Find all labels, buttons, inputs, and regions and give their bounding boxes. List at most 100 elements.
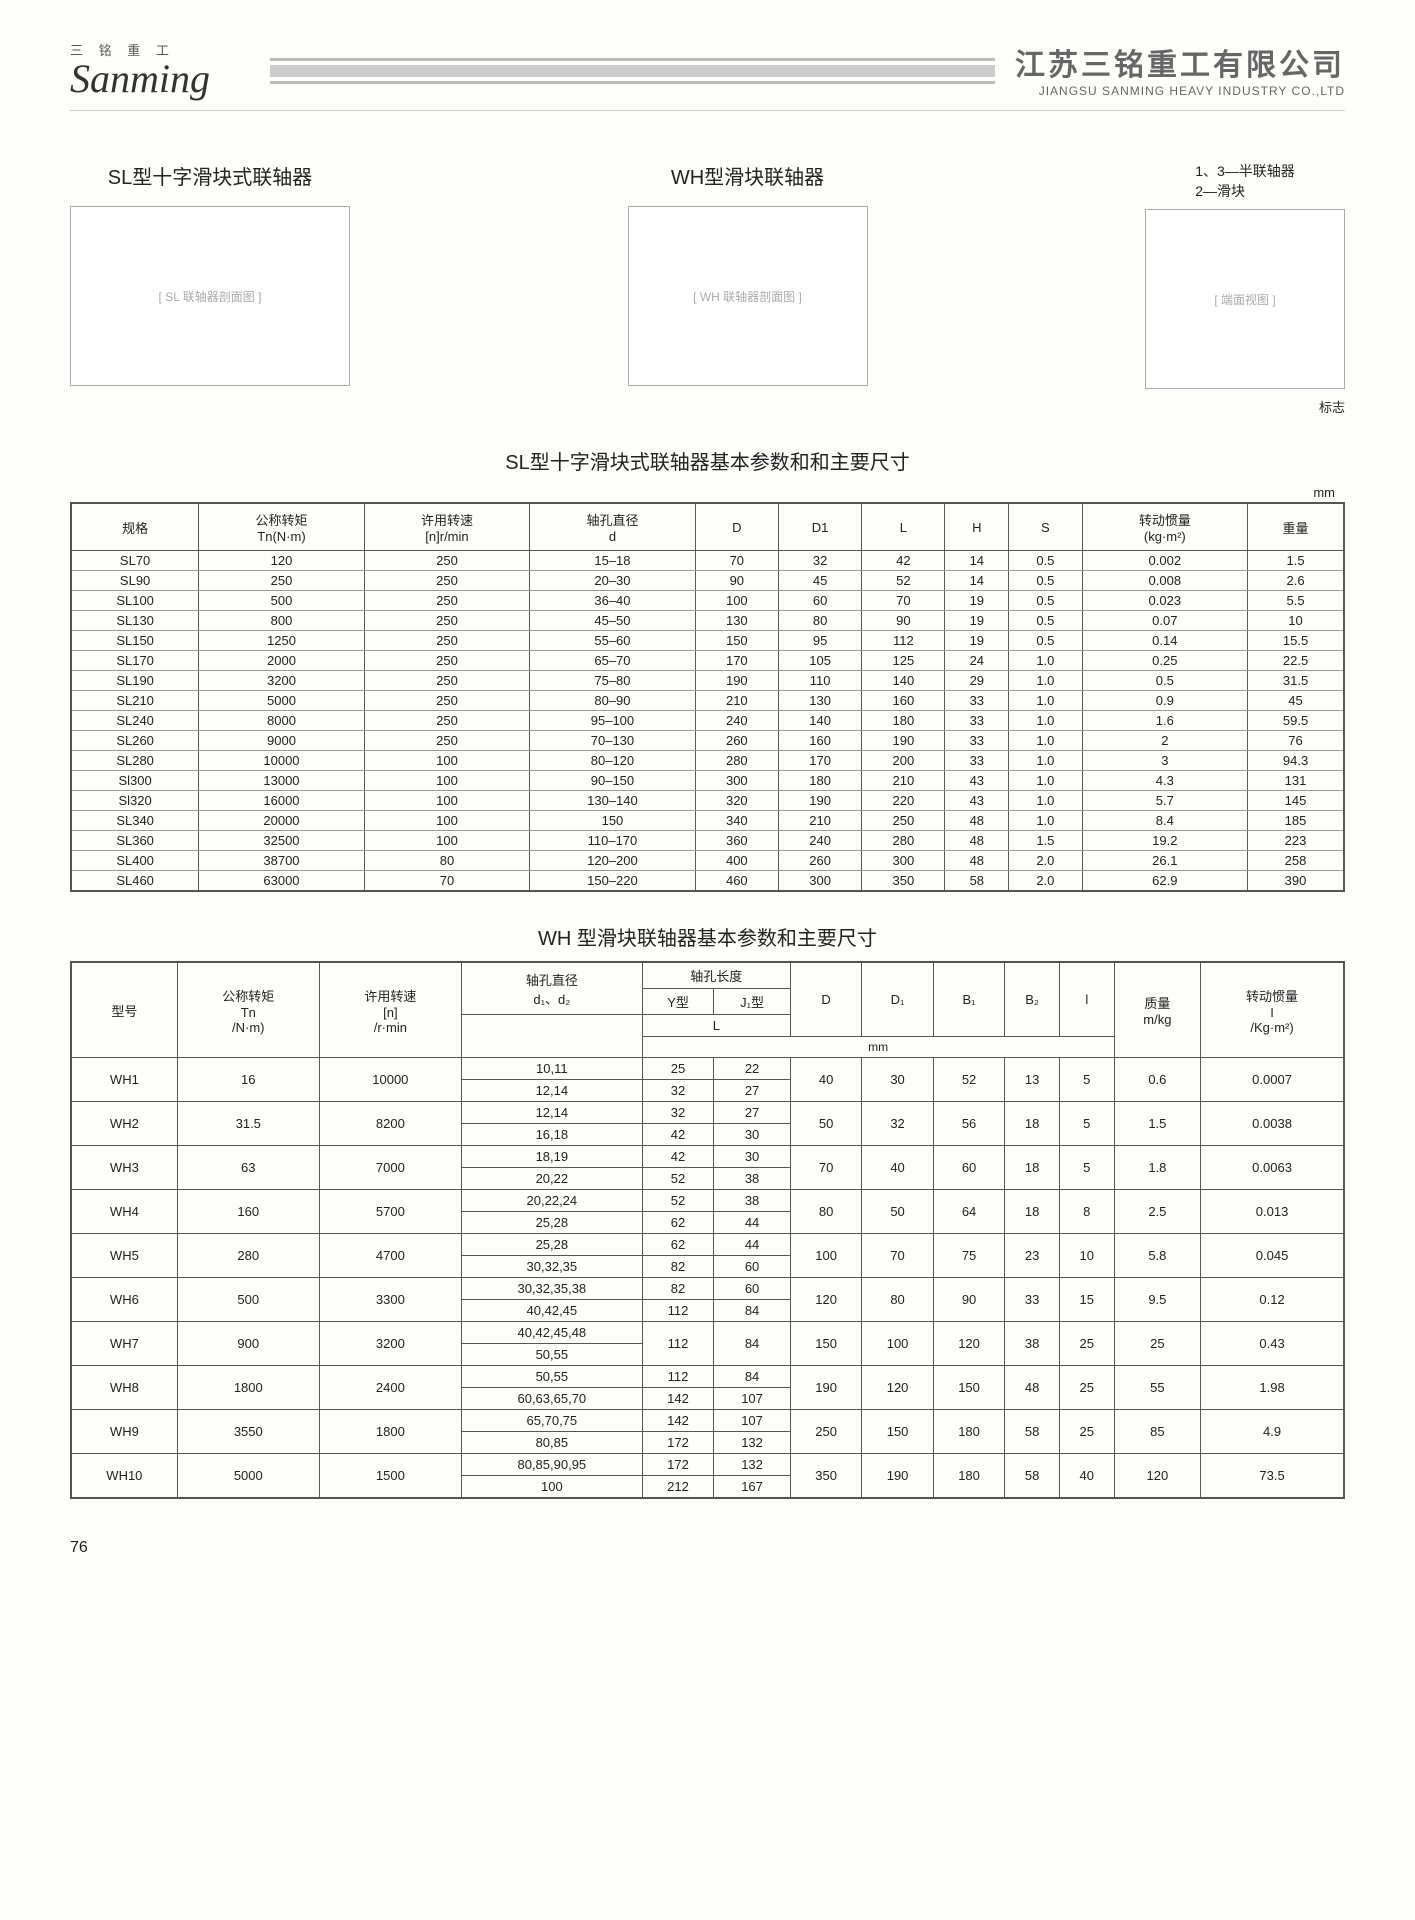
wh-cell-n: 5700 [319, 1190, 461, 1234]
sl-cell: 2.0 [1009, 851, 1082, 871]
wh-cell-d: 20,22,24 [461, 1190, 642, 1212]
sl-cell: 0.07 [1082, 611, 1247, 631]
wh-h-speed: 许用转速[n]/r·min [319, 962, 461, 1058]
sl-cell: 0.002 [1082, 551, 1247, 571]
sl-cell: 150 [530, 811, 695, 831]
sl-cell: 70 [364, 871, 529, 892]
sl-table-row: SL260900025070–130260160190331.0276 [71, 731, 1344, 751]
sl-cell: 5000 [199, 691, 364, 711]
wh-cell-m: 0.6 [1114, 1058, 1201, 1102]
sl-cell: 340 [695, 811, 778, 831]
sl-cell: 110 [778, 671, 861, 691]
sl-cell: 170 [695, 651, 778, 671]
wh-cell-B1: 52 [933, 1058, 1004, 1102]
sl-cell: 15–18 [530, 551, 695, 571]
sl-cell: 45–50 [530, 611, 695, 631]
sl-cell: 210 [778, 811, 861, 831]
sl-diagram-placeholder: [ SL 联轴器剖面图 ] [70, 206, 350, 386]
sl-cell: 185 [1248, 811, 1344, 831]
sl-cell: 10000 [199, 751, 364, 771]
wh-h-bore2 [461, 1015, 642, 1058]
wh-diagram-title: WH型滑块联轴器 [671, 161, 824, 190]
sl-cell: 62.9 [1082, 871, 1247, 892]
sl-cell: 75–80 [530, 671, 695, 691]
sl-cell: 4.3 [1082, 771, 1247, 791]
wh-cell-B1: 180 [933, 1410, 1004, 1454]
wh-cell-tn: 1800 [177, 1366, 319, 1410]
wh-cell-d: 12,14 [461, 1080, 642, 1102]
sl-table-row: SL190320025075–80190110140291.00.531.5 [71, 671, 1344, 691]
wh-cell-l: 25 [1059, 1366, 1114, 1410]
sl-cell: 800 [199, 611, 364, 631]
sl-table-row: SL10050025036–401006070190.50.0235.5 [71, 591, 1344, 611]
sl-header-cell: 重量 [1248, 503, 1344, 551]
sl-table-row: SL34020000100150340210250481.08.4185 [71, 811, 1344, 831]
sl-cell: SL170 [71, 651, 199, 671]
sl-cell: 1.0 [1009, 731, 1082, 751]
sl-cell: 1.0 [1009, 651, 1082, 671]
wh-h-mass: 质量m/kg [1114, 962, 1201, 1058]
sl-cell: 70–130 [530, 731, 695, 751]
sl-cell: 0.14 [1082, 631, 1247, 651]
wh-h-jtype: J₁型 [714, 989, 791, 1015]
sl-cell: SL260 [71, 731, 199, 751]
sl-cell: 48 [945, 831, 1009, 851]
wh-cell-d: 80,85 [461, 1432, 642, 1454]
sl-cell: 130 [695, 611, 778, 631]
company-cn: 江苏三铭重工有限公司 [1015, 40, 1345, 84]
sl-cell: 55–60 [530, 631, 695, 651]
wh-cell-D: 100 [790, 1234, 861, 1278]
sl-cell: 280 [862, 831, 945, 851]
sl-table-row: SL4003870080120–200400260300482.026.1258 [71, 851, 1344, 871]
wh-cell-tn: 31.5 [177, 1102, 319, 1146]
company-en: JIANGSU SANMING HEAVY INDUSTRY CO.,LTD [1015, 84, 1345, 98]
mark-label: 标志 [1319, 397, 1345, 416]
wh-cell-I: 0.0007 [1201, 1058, 1344, 1102]
sl-cell: SL360 [71, 831, 199, 851]
wh-cell-y: 112 [642, 1366, 713, 1388]
wh-h-torque: 公称转矩Tn/N·m) [177, 962, 319, 1058]
sl-cell: 70 [695, 551, 778, 571]
sl-header-row: 规格公称转矩Tn(N·m)许用转速[n]r/min轴孔直径dDD1LHS转动惯量… [71, 503, 1344, 551]
sl-cell: 200 [862, 751, 945, 771]
sl-table-row: SL13080025045–501308090190.50.0710 [71, 611, 1344, 631]
sl-cell: 20–30 [530, 571, 695, 591]
page-header: 三 铭 重 工 Sanming 江苏三铭重工有限公司 JIANGSU SANMI… [70, 40, 1345, 100]
wh-cell-j: 84 [714, 1300, 791, 1322]
sl-cell: 2.0 [1009, 871, 1082, 892]
sl-cell: 32 [778, 551, 861, 571]
sl-cell: 160 [778, 731, 861, 751]
sl-cell: 26.1 [1082, 851, 1247, 871]
sl-cell: 1.0 [1009, 751, 1082, 771]
wh-cell-l: 10 [1059, 1234, 1114, 1278]
sl-cell: 190 [862, 731, 945, 751]
wh-cell-j: 107 [714, 1410, 791, 1432]
wh-h-model: 型号 [71, 962, 177, 1058]
sl-header-cell: 公称转矩Tn(N·m) [199, 503, 364, 551]
sl-cell: 180 [778, 771, 861, 791]
wh-cell-tn: 160 [177, 1190, 319, 1234]
sl-cell: 223 [1248, 831, 1344, 851]
wh-cell-D: 250 [790, 1410, 861, 1454]
wh-cell-D1: 50 [862, 1190, 933, 1234]
sl-cell: 250 [862, 811, 945, 831]
sl-cell: SL150 [71, 631, 199, 651]
sl-cell: 100 [364, 831, 529, 851]
wh-cell-B1: 64 [933, 1190, 1004, 1234]
wh-cell-B2: 48 [1005, 1366, 1060, 1410]
wh-cell-D: 80 [790, 1190, 861, 1234]
wh-cell-d: 25,28 [461, 1212, 642, 1234]
sl-cell: 43 [945, 771, 1009, 791]
sl-cell: 33 [945, 691, 1009, 711]
wh-table-row: WH6500330030,32,35,388260120809033159.50… [71, 1278, 1344, 1300]
wh-cell-B2: 23 [1005, 1234, 1060, 1278]
diagram-row: SL型十字滑块式联轴器 [ SL 联轴器剖面图 ] WH型滑块联轴器 [ WH … [70, 161, 1345, 416]
sl-cell: 1.0 [1009, 771, 1082, 791]
sl-table-row: SL36032500100110–170360240280481.519.222… [71, 831, 1344, 851]
wh-table-row: WH1161000010,1125224030521350.60.0007 [71, 1058, 1344, 1080]
wh-table-row: WH7900320040,42,45,481128415010012038252… [71, 1322, 1344, 1344]
wh-cell-D: 150 [790, 1322, 861, 1366]
sl-cell: 19 [945, 591, 1009, 611]
sl-cell: SL210 [71, 691, 199, 711]
sl-cell: 33 [945, 711, 1009, 731]
